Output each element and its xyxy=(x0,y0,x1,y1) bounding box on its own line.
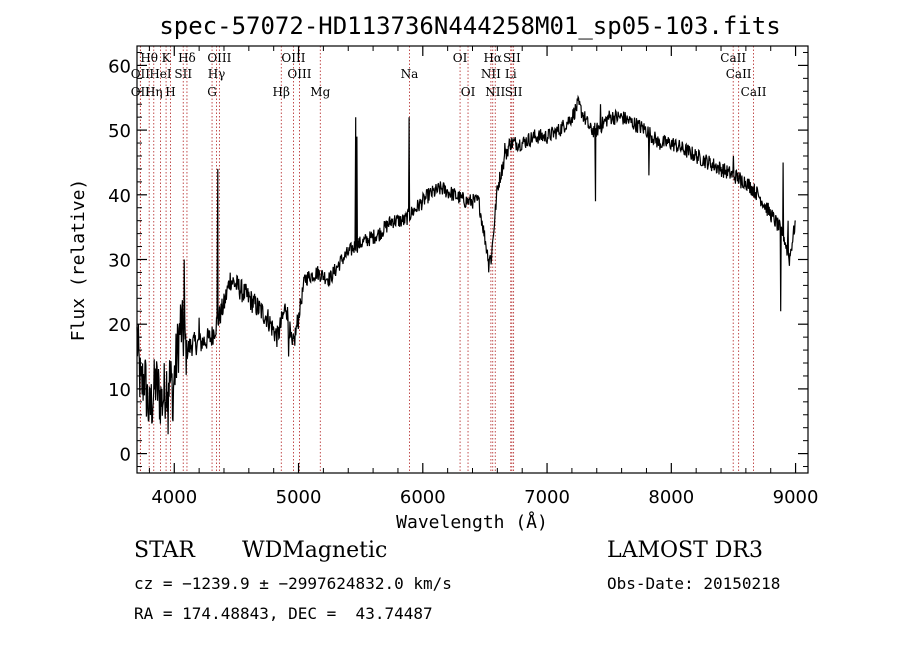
emission-line-label: SII xyxy=(174,67,192,81)
emission-line-label: K xyxy=(162,51,172,65)
x-tick-label: 6000 xyxy=(400,487,446,508)
emission-line-labels: Hθ OII OII K HeI Hη Hδ SII H OIII Hγ G OIII OIII Hβ Mg N… xyxy=(131,51,767,99)
emission-line-label: Na xyxy=(401,67,419,81)
emission-line-label: G xyxy=(207,85,217,99)
emission-line-label: CaII xyxy=(726,67,752,81)
y-tick-label: 50 xyxy=(108,121,131,142)
y-tick-label: 0 xyxy=(120,445,131,466)
emission-line-label: Hθ xyxy=(140,51,158,65)
y-tick-label: 20 xyxy=(108,315,131,336)
emission-line-label: OIII xyxy=(287,67,311,81)
x-tick-label: 7000 xyxy=(524,487,570,508)
emission-line-label: Hα xyxy=(483,51,502,65)
x-tick-label: 9000 xyxy=(773,487,819,508)
emission-line-label: CaII xyxy=(720,51,746,65)
chart-title: spec-57072-HD113736N444258M01_sp05-103.f… xyxy=(159,12,780,40)
emission-line-label: HeI xyxy=(149,67,172,81)
emission-line-label: Hγ xyxy=(208,67,226,81)
x-axis-label: Wavelength (Å) xyxy=(396,511,548,533)
survey-name: LAMOST DR3 xyxy=(607,538,763,563)
emission-line-label: NII xyxy=(481,67,501,81)
emission-line-label: Hβ xyxy=(273,85,290,99)
emission-line-label: Li xyxy=(505,67,517,81)
x-tick-label: 8000 xyxy=(648,487,694,508)
y-axis-ticks: 0 10 20 30 40 50 60 xyxy=(108,51,808,468)
y-axis-label: Flux (relative) xyxy=(68,179,89,342)
observation-date: Obs-Date: 20150218 xyxy=(607,574,781,593)
y-tick-label: 10 xyxy=(108,380,131,401)
emission-line-label: OI xyxy=(453,51,468,65)
emission-line-label: OII xyxy=(131,67,151,81)
emission-line-label: OIII xyxy=(207,51,231,65)
emission-line-label: H xyxy=(165,85,175,99)
x-tick-label: 5000 xyxy=(276,487,322,508)
emission-line-label: CaII xyxy=(741,85,767,99)
x-axis-ticks: 4000 5000 6000 7000 8000 9000 xyxy=(148,46,819,508)
emission-line-label: OI xyxy=(461,85,476,99)
object-subclass: WDMagnetic xyxy=(242,538,388,563)
emission-line-label: NII xyxy=(485,85,505,99)
emission-line-label: SII xyxy=(505,85,523,99)
emission-line-label: Hδ xyxy=(178,51,196,65)
redshift-cz: cz = −1239.9 ± −2997624832.0 km/s xyxy=(134,574,452,593)
emission-line-markers xyxy=(139,46,754,473)
y-tick-label: 30 xyxy=(108,251,131,272)
emission-line-label: Mg xyxy=(310,85,330,99)
emission-line-label: Hη xyxy=(145,85,163,99)
x-tick-label: 4000 xyxy=(151,487,197,508)
y-tick-label: 60 xyxy=(108,56,131,77)
spectrum-line xyxy=(136,94,796,435)
emission-line-label: SII xyxy=(503,51,521,65)
y-tick-label: 40 xyxy=(108,186,131,207)
object-class: STAR xyxy=(134,538,195,563)
emission-line-label: OIII xyxy=(281,51,305,65)
ra-dec-coordinates: RA = 174.48843, DEC = 43.74487 xyxy=(134,604,433,623)
emission-line-label: OII xyxy=(131,85,151,99)
